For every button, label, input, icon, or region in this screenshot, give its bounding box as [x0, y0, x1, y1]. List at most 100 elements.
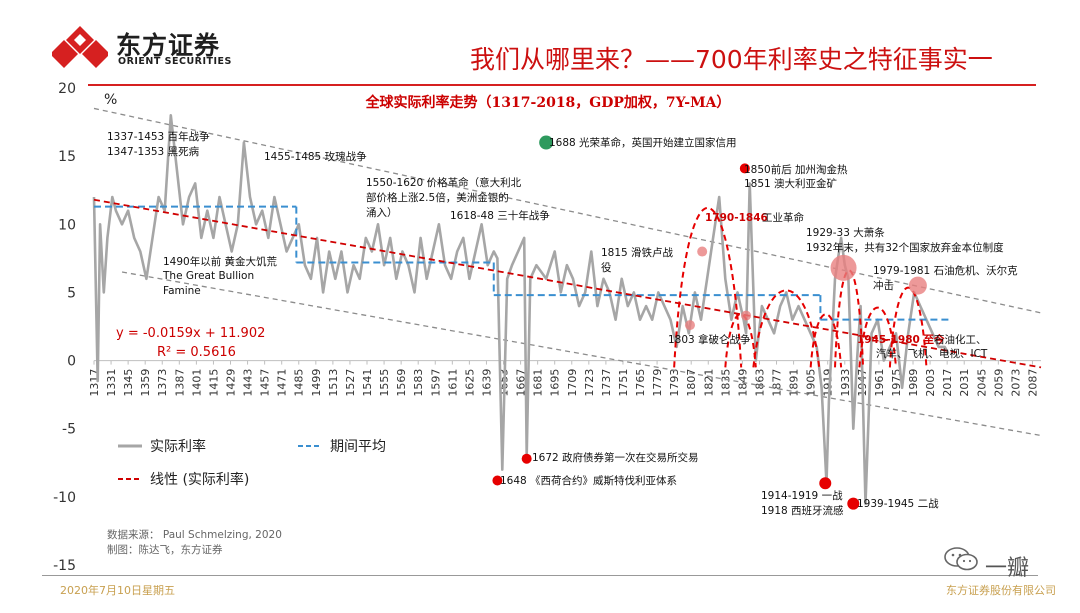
event-annotation: 工业革命	[762, 211, 804, 224]
event-marker	[539, 135, 554, 150]
x-tick-label: 1863	[753, 369, 766, 397]
title-divider	[88, 84, 1036, 86]
kondratiev-wave	[724, 313, 757, 368]
x-tick-label: 1821	[702, 369, 715, 397]
x-tick-label: 1415	[207, 369, 220, 397]
x-tick-label: 1359	[139, 369, 152, 397]
legend-label-real-rate: 实际利率	[150, 438, 206, 455]
kondratiev-wave	[809, 313, 843, 368]
x-tick-label: 1331	[105, 369, 118, 397]
event-marker	[908, 276, 927, 295]
event-annotation: 1918 西班牙流感	[761, 504, 844, 517]
event-marker	[521, 453, 532, 464]
y-tick-label: 5	[67, 285, 76, 301]
wechat-icon	[944, 547, 978, 571]
event-annotation: 涌入）	[366, 207, 398, 219]
slide-title: 我们从哪里来？——700年利率史之特征事实一	[470, 45, 993, 74]
y-tick-label: 10	[58, 217, 76, 233]
x-tick-label: 1765	[634, 369, 647, 397]
x-tick-label: 1401	[190, 369, 203, 397]
x-tick-label: 2017	[941, 369, 954, 397]
x-tick-label: 1345	[122, 369, 135, 397]
event-annotation: 役	[601, 261, 612, 274]
trend-r2: R² = 0.5616	[157, 345, 236, 360]
event-annotation: Famine	[163, 285, 201, 297]
x-tick-label: 1681	[532, 369, 545, 397]
y-axis-unit: %	[104, 92, 117, 108]
x-tick-label: 1905	[805, 369, 818, 397]
x-tick-label: 1835	[719, 369, 732, 397]
x-tick-label: 1373	[156, 369, 169, 397]
event-annotation: 1929-33 大萧条	[806, 226, 885, 239]
x-tick-label: 1639	[480, 369, 493, 397]
x-tick-label: 1723	[583, 369, 596, 397]
x-tick-label: 1387	[173, 369, 186, 397]
x-tick-label: 1737	[600, 369, 613, 397]
x-tick-label: 1933	[839, 369, 852, 397]
x-tick-label: 1541	[361, 369, 374, 397]
event-marker	[830, 254, 857, 281]
event-annotation: 1945-1980 至今	[857, 333, 945, 346]
x-tick-label: 1527	[344, 369, 357, 397]
event-annotation: 汽车、飞机、电视、ICT	[876, 347, 988, 360]
x-tick-label: 2003	[924, 369, 937, 397]
event-annotation: 1672 政府债券第一次在交易所交易	[532, 451, 699, 464]
event-annotation: 1815 滑铁卢战	[601, 246, 674, 259]
x-tick-label: 1471	[276, 369, 289, 397]
logo-name-cn: 东方证券	[116, 31, 221, 60]
event-annotation: 1455-1485 玫瑰战争	[264, 150, 367, 163]
event-annotation: 1648 《西荷合约》威斯特伐利亚体系	[500, 474, 677, 487]
x-tick-label: 1625	[463, 369, 476, 397]
kondratiev-wave	[673, 206, 743, 368]
x-tick-label: 1877	[771, 369, 784, 397]
event-annotation: 1850前后 加州淘金热	[744, 163, 848, 176]
event-marker	[819, 477, 832, 490]
x-tick-label: 1961	[873, 369, 886, 397]
kondratiev-wave	[858, 306, 897, 368]
event-marker	[847, 497, 860, 510]
x-tick-label: 1443	[242, 369, 255, 397]
x-tick-label: 1891	[788, 369, 801, 397]
event-annotation: 1803 拿破仑战争	[668, 333, 751, 346]
x-tick-label: 1807	[685, 369, 698, 397]
chart-maker: 制图：陈达飞，东方证券	[107, 543, 223, 556]
legend-label-average: 期间平均	[330, 439, 386, 455]
data-source: 数据来源： Paul Schmelzing, 2020	[107, 528, 282, 541]
kondratiev-wave	[888, 286, 928, 368]
x-tick-label: 1779	[651, 369, 664, 397]
x-tick-label: 1751	[617, 369, 630, 397]
event-annotation: 石油化工、	[934, 333, 987, 346]
event-annotation: 冲击	[873, 279, 894, 292]
event-marker	[697, 246, 708, 257]
orient-logo-icon	[52, 26, 108, 68]
x-tick-label: 1569	[395, 369, 408, 397]
real-rate-line	[92, 114, 950, 506]
event-annotation: 1932年末，共有32个国家放弃金本位制度	[806, 241, 1004, 254]
y-tick-label: 20	[58, 81, 76, 97]
channel-lower-line	[121, 271, 1042, 437]
event-marker	[492, 475, 503, 486]
x-tick-label: 1513	[327, 369, 340, 397]
x-tick-label: 2073	[1009, 369, 1022, 397]
kondratiev-wave	[834, 269, 865, 368]
x-tick-label: 1583	[412, 369, 425, 397]
x-tick-label: 2045	[975, 369, 988, 397]
logo-name-en: ORIENT SECURITIES	[118, 56, 232, 67]
x-tick-label: 1485	[293, 369, 306, 397]
y-tick-label: -10	[53, 490, 76, 506]
event-annotation: 1550-1620 价格革命（意大利北	[366, 176, 522, 189]
y-tick-label: 0	[67, 354, 76, 370]
x-tick-label: 1457	[259, 369, 272, 397]
x-tick-label: 1667	[515, 369, 528, 397]
y-tick-label: 15	[58, 149, 76, 165]
event-annotation: 1790-1846	[705, 212, 768, 224]
trend-equation: y = -0.0159x + 11.902	[116, 326, 265, 341]
chart-title: 全球实际利率走势（1317-2018，GDP加权，7Y-MA）	[365, 94, 731, 111]
trend-line	[93, 198, 1042, 369]
event-marker	[741, 310, 752, 321]
x-tick-label: 1499	[310, 369, 323, 397]
x-tick-label: 1429	[225, 369, 238, 397]
x-tick-label: 2031	[958, 369, 971, 397]
x-tick-label: 1555	[378, 369, 391, 397]
event-marker	[739, 163, 750, 174]
